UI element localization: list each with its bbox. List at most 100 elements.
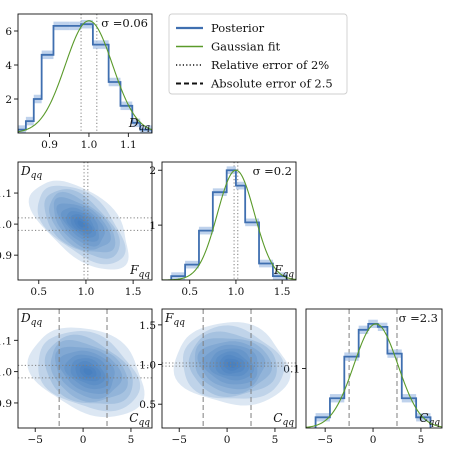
- x-tick-label: −5: [317, 434, 332, 446]
- density-contour: [60, 207, 99, 242]
- gaussian-fit-curve: [18, 20, 152, 133]
- legend-box: [168, 13, 348, 95]
- y-tick-label: 2: [149, 165, 156, 177]
- histogram-D_qq: 0.9 1.0 1.1 2 4 6 σ =0.06 Dqq: [5, 13, 153, 151]
- kde-C_qq-F_qq: −5 0 5 0.5 1.0 1.5 Fqq Cqq: [139, 308, 297, 446]
- density-contour: [223, 358, 241, 371]
- plot-area: [162, 162, 296, 280]
- param-label: Fqq: [273, 263, 294, 280]
- y-param-label: Fqq: [164, 311, 185, 328]
- y-param-label: Dqq: [20, 311, 42, 328]
- density-contour: [183, 325, 285, 399]
- x-tick-label: 0.9: [41, 139, 58, 151]
- x-tick-label: 0: [224, 434, 231, 446]
- density-contour: [28, 180, 129, 270]
- density-contour: [197, 341, 266, 390]
- param-label: Cqq: [419, 411, 440, 428]
- y-tick-label: 1.1: [0, 335, 12, 347]
- plot-area: [162, 309, 296, 428]
- x-tick-label: 0: [80, 434, 87, 446]
- kde-C_qq-D_qq: −5 0 5 0.9 1.0 1.1 Dqq Cqq: [0, 308, 153, 446]
- y-tick-label: 1.0: [0, 219, 12, 231]
- density-contour: [219, 354, 245, 374]
- x-tick-label: 0.5: [181, 286, 198, 298]
- gaussian-fit-curve: [162, 169, 296, 280]
- gaussian-fit-curve: [306, 323, 442, 428]
- y-tick-label: 1.1: [0, 188, 12, 200]
- sigma-annotation: σ =0.2: [253, 164, 292, 178]
- density-contour: [79, 364, 97, 379]
- density-contour: [53, 197, 111, 250]
- x-tick-label: −5: [171, 434, 186, 446]
- x-tick-label: 0: [370, 434, 377, 446]
- density-contour: [38, 331, 141, 412]
- legend-label: Posterior: [211, 21, 265, 35]
- axes-frame: [17, 13, 153, 134]
- axes-frame: [17, 161, 153, 281]
- y-tick-label: 1: [149, 220, 156, 232]
- legend: Posterior Gaussian fit Relative error of 2…: [168, 13, 348, 95]
- x-param-label: Fqq: [129, 263, 150, 280]
- density-contour: [56, 203, 105, 247]
- x-tick-label: 0.5: [30, 286, 47, 298]
- y-tick-label: 1.0: [139, 360, 156, 372]
- density-contour: [70, 214, 93, 235]
- density-contour: [49, 191, 116, 253]
- x-tick-label: 1.0: [81, 139, 98, 151]
- density-contour: [64, 354, 110, 390]
- plot-area: [18, 162, 152, 280]
- density-contour: [188, 331, 277, 397]
- density-contour: [215, 351, 250, 377]
- density-contour: [75, 361, 101, 382]
- y-tick-label: 0.5: [139, 399, 156, 411]
- kde-F_qq-D_qq: 0.5 1.0 1.5 0.9 1.0 1.1 Dqq Fqq: [0, 161, 153, 298]
- plot-area: [18, 309, 152, 428]
- legend-label: Gaussian fit: [211, 40, 281, 54]
- x-tick-label: 5: [128, 434, 135, 446]
- axes-frame: [161, 308, 297, 429]
- density-contour: [55, 346, 123, 399]
- posterior-step: [18, 23, 152, 133]
- density-contour: [83, 368, 93, 376]
- x-tick-label: 1.5: [125, 286, 142, 298]
- sigma-annotation: σ =2.3: [399, 311, 438, 325]
- y-tick-label: 2: [5, 94, 12, 106]
- legend-label: Relative error of 2%: [211, 58, 329, 72]
- density-contour: [27, 327, 145, 418]
- density-contour: [37, 185, 126, 265]
- sigma-annotation: σ =0.06: [101, 16, 148, 30]
- density-contour: [209, 348, 255, 381]
- density-contour: [58, 350, 115, 394]
- x-tick-label: 1.5: [274, 286, 291, 298]
- plot-area: [18, 14, 152, 133]
- y-tick-label: 0.9: [0, 250, 12, 262]
- density-contour: [44, 189, 120, 259]
- density-contour: [50, 340, 128, 403]
- x-tick-label: 1.0: [228, 286, 245, 298]
- x-tick-label: 5: [272, 434, 279, 446]
- x-tick-label: 5: [418, 434, 425, 446]
- density-contour: [44, 334, 133, 404]
- density-contour: [77, 220, 86, 228]
- x-param-label: Cqq: [273, 411, 294, 428]
- plot-area: [306, 309, 442, 428]
- x-param-label: Cqq: [129, 411, 150, 428]
- density-contour: [202, 344, 258, 385]
- y-tick-label: 1.5: [139, 320, 156, 332]
- x-tick-label: −5: [27, 434, 42, 446]
- y-tick-label: 0.9: [0, 398, 12, 410]
- y-tick-label: 4: [5, 60, 12, 72]
- y-tick-label: 1.0: [0, 367, 12, 379]
- histogram-F_qq: 0.5 1.0 1.5 1 2 σ =0.2 Fqq: [149, 161, 297, 298]
- posterior-step: [314, 322, 432, 428]
- y-param-label: Dqq: [20, 164, 42, 181]
- posterior-step: [170, 169, 288, 280]
- density-contour: [74, 217, 89, 231]
- axes-frame: [17, 308, 153, 429]
- legend-label: Absolute error of 2.5: [210, 77, 333, 91]
- x-tick-label: 1.0: [78, 286, 95, 298]
- x-tick-label: 1.1: [120, 139, 137, 151]
- param-label: Dqq: [128, 116, 150, 133]
